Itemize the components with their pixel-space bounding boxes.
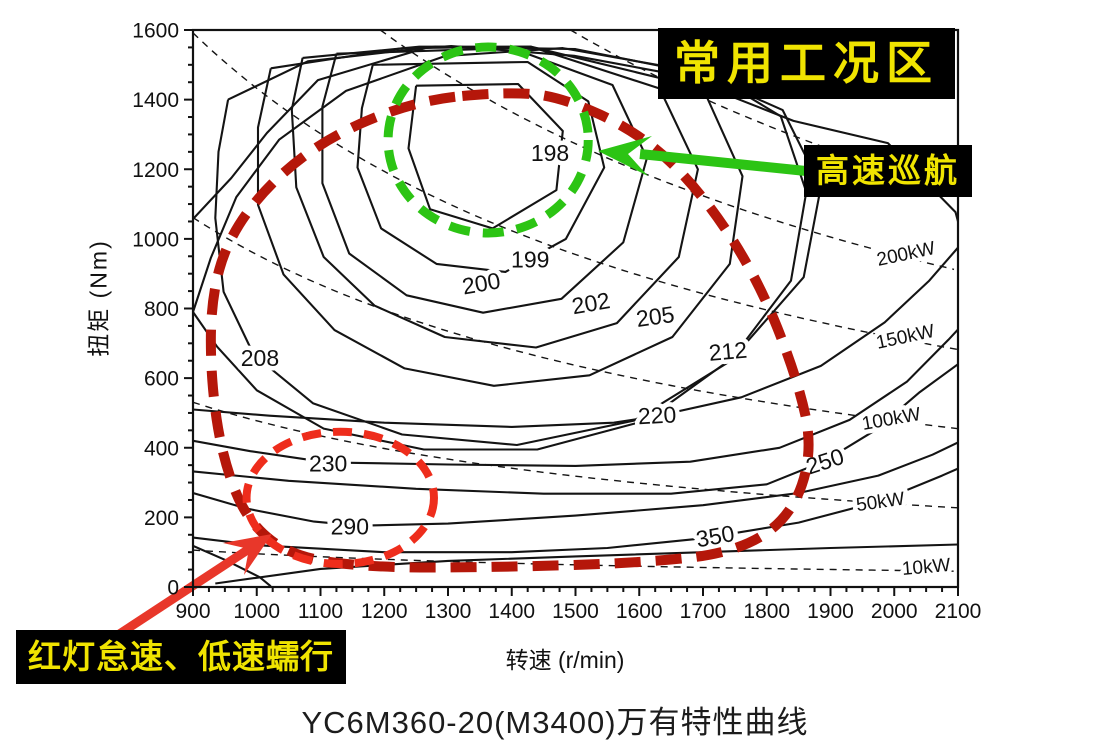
idle-callout: 红灯怠速、低速蠕行	[16, 630, 346, 684]
contour-line-350	[193, 467, 958, 554]
power-line-150kW	[193, 32, 958, 351]
contour-label-205: 205	[634, 301, 676, 332]
contour-label-208: 208	[241, 345, 279, 371]
y-tick-label: 0	[167, 577, 179, 600]
contour-line-205	[256, 45, 744, 387]
contour-label-202: 202	[570, 287, 612, 319]
power-line-250kW	[570, 30, 954, 191]
contour-line-202	[290, 45, 699, 349]
y-tick-label: 1200	[132, 159, 179, 182]
y-tick-label: 1600	[132, 20, 179, 43]
x-tick-label: 1700	[680, 600, 727, 623]
figure-title: YC6M360-20(M3400)万有特性曲线	[301, 705, 809, 740]
y-tick-label: 200	[144, 507, 179, 530]
idle-zone-circle	[242, 427, 438, 569]
y-tick-label: 400	[144, 437, 179, 460]
idle-label: 红灯怠速、低速蠕行	[28, 638, 334, 675]
contour-line-envelope	[193, 44, 958, 222]
contour-line-290	[193, 441, 958, 527]
x-tick-label: 1200	[361, 600, 408, 623]
contour-label-212: 212	[708, 337, 748, 366]
contour-line-left-stub	[193, 544, 272, 587]
contour-line-250	[193, 363, 958, 495]
power-label-150kW: 150kW	[874, 321, 936, 354]
contour-label-350: 350	[694, 520, 736, 552]
x-tick-label: 1300	[425, 600, 472, 623]
x-tick-label: 2100	[935, 600, 982, 623]
x-tick-label: 1100	[298, 600, 343, 623]
x-tick-label: 2000	[871, 600, 918, 623]
y-axis-title: 扭矩 (Nm)	[85, 239, 112, 357]
contour-label-198: 198	[531, 140, 569, 166]
power-line-100kW	[193, 217, 958, 430]
x-tick-label: 1800	[743, 600, 790, 623]
cruise-arrow-head	[598, 136, 652, 176]
x-tick-label: 1600	[616, 600, 663, 623]
power-label-50kW: 50kW	[855, 489, 906, 517]
y-tick-label: 600	[144, 368, 179, 391]
idle-arrow-head	[223, 534, 272, 575]
x-tick-label: 1900	[807, 600, 854, 623]
power-label-200kW: 200kW	[875, 238, 937, 271]
contour-label-230: 230	[309, 450, 347, 476]
axis-ticks	[184, 29, 959, 596]
contour-line-230	[193, 328, 958, 467]
contour-line-200	[321, 47, 648, 314]
cruise-zone-circle	[383, 42, 593, 238]
contour-label-200: 200	[460, 267, 502, 299]
x-tick-label: 1000	[233, 600, 280, 623]
contour-label-220: 220	[637, 401, 677, 429]
x-tick-label: 1400	[488, 600, 535, 623]
power-line-200kW	[379, 30, 955, 271]
x-axis-title: 转速 (r/min)	[505, 647, 625, 673]
y-tick-label: 800	[144, 298, 179, 321]
power-label-100kW: 100kW	[860, 404, 922, 435]
cruise-callout: 高速巡航	[804, 145, 972, 197]
y-axis-title-wrap: 扭矩 (Nm)	[32, 168, 162, 428]
contour-line-lower-boundary	[215, 543, 958, 585]
power-label-10kW: 10kW	[901, 555, 951, 580]
common-zone-callout: 常用工况区	[658, 28, 955, 99]
cruise-arrow-shaft	[639, 149, 807, 176]
contour-label-290: 290	[331, 513, 369, 539]
cruise-label: 高速巡航	[816, 152, 960, 189]
x-tick-label: 900	[175, 600, 210, 623]
x-tick-label: 1500	[552, 600, 599, 623]
contour-line-220	[193, 246, 958, 428]
contour-label-199: 199	[511, 246, 549, 272]
y-tick-label: 1000	[132, 228, 179, 251]
common-zone-label: 常用工况区	[674, 37, 939, 89]
y-tick-label: 1400	[132, 89, 179, 112]
